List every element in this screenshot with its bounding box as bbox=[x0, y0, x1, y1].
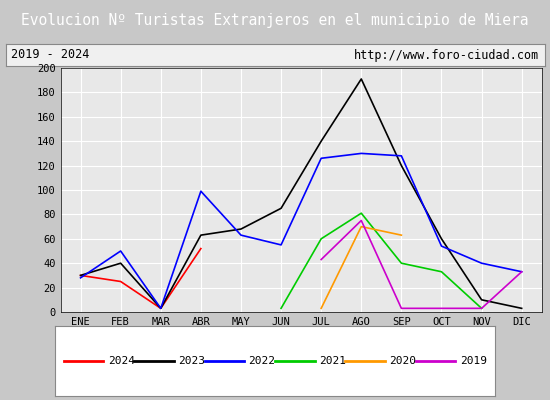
2021 bbox=[478, 306, 485, 311]
2019 bbox=[398, 306, 405, 311]
2024 bbox=[117, 279, 124, 284]
2020 bbox=[358, 224, 365, 229]
2023 bbox=[438, 236, 445, 241]
Line: 2020: 2020 bbox=[321, 226, 402, 308]
2023 bbox=[117, 261, 124, 266]
2022 bbox=[438, 244, 445, 248]
2023 bbox=[157, 306, 164, 311]
2022 bbox=[278, 242, 284, 247]
2023 bbox=[197, 233, 204, 238]
Text: 2019 - 2024: 2019 - 2024 bbox=[11, 48, 89, 62]
2021 bbox=[438, 269, 445, 274]
2023 bbox=[318, 139, 324, 144]
2021 bbox=[358, 211, 365, 216]
2022 bbox=[238, 233, 244, 238]
Line: 2022: 2022 bbox=[80, 153, 522, 308]
2023 bbox=[238, 227, 244, 232]
Text: 2020: 2020 bbox=[389, 356, 416, 366]
Text: http://www.foro-ciudad.com: http://www.foro-ciudad.com bbox=[354, 48, 539, 62]
2023 bbox=[478, 298, 485, 302]
2019 bbox=[318, 257, 324, 262]
2020 bbox=[318, 306, 324, 311]
2023 bbox=[278, 206, 284, 211]
2024 bbox=[197, 246, 204, 251]
2022 bbox=[197, 189, 204, 194]
Text: 2023: 2023 bbox=[178, 356, 205, 366]
Text: 2024: 2024 bbox=[108, 356, 135, 366]
2019 bbox=[519, 269, 525, 274]
2022 bbox=[77, 276, 84, 280]
2021 bbox=[318, 236, 324, 241]
2021 bbox=[278, 306, 284, 311]
2019 bbox=[478, 306, 485, 311]
2024 bbox=[157, 306, 164, 311]
2019 bbox=[358, 218, 365, 223]
2022 bbox=[358, 151, 365, 156]
Text: Evolucion Nº Turistas Extranjeros en el municipio de Miera: Evolucion Nº Turistas Extranjeros en el … bbox=[21, 14, 529, 28]
Line: 2019: 2019 bbox=[321, 220, 522, 308]
2022 bbox=[318, 156, 324, 161]
2022 bbox=[478, 261, 485, 266]
Line: 2023: 2023 bbox=[80, 79, 522, 308]
2022 bbox=[398, 154, 405, 158]
2023 bbox=[358, 76, 365, 81]
Text: 2021: 2021 bbox=[319, 356, 346, 366]
Text: 2019: 2019 bbox=[460, 356, 487, 366]
2022 bbox=[519, 269, 525, 274]
2020 bbox=[398, 233, 405, 238]
2022 bbox=[117, 248, 124, 254]
Text: 2022: 2022 bbox=[249, 356, 276, 366]
Line: 2024: 2024 bbox=[80, 248, 201, 308]
2023 bbox=[77, 273, 84, 278]
2022 bbox=[157, 306, 164, 311]
2023 bbox=[519, 306, 525, 311]
2023 bbox=[398, 163, 405, 168]
Line: 2021: 2021 bbox=[281, 213, 482, 308]
2021 bbox=[398, 261, 405, 266]
2024 bbox=[77, 273, 84, 278]
